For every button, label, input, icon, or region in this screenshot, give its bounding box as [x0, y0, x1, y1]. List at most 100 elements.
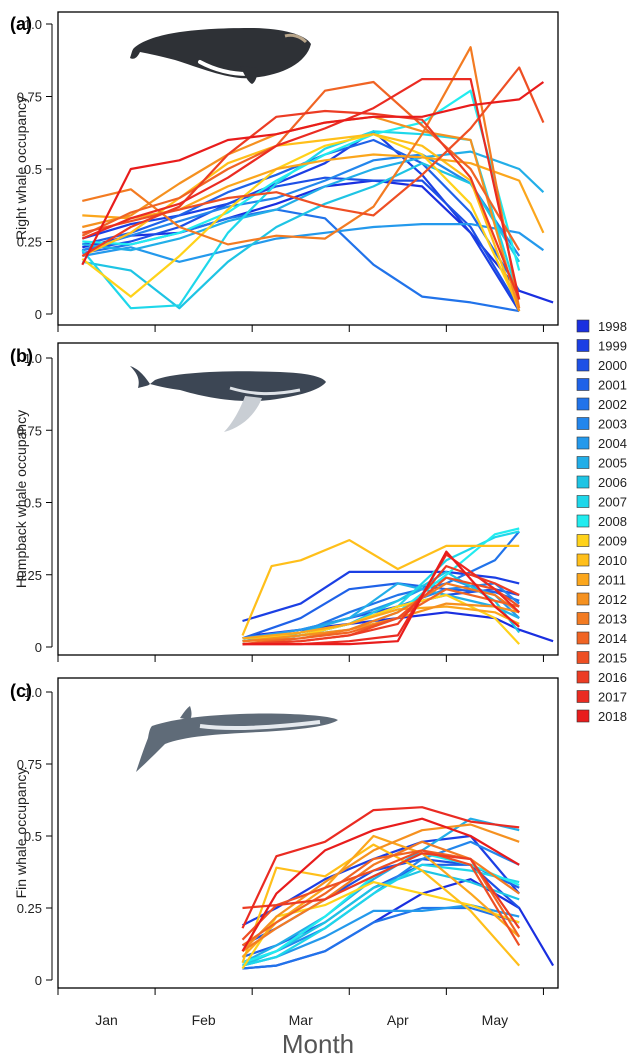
legend-label-2004: 2004: [598, 436, 627, 451]
series-lines: [241, 806, 555, 970]
legend-swatch-2002: [576, 397, 590, 411]
x-axis: [57, 654, 544, 662]
y-axis: 0 0.25 0.5 0.75 1.0: [17, 685, 53, 988]
series-line-2018: [241, 817, 520, 952]
legend-swatch-2012: [576, 592, 590, 606]
y-tick-label: 1.0: [24, 17, 42, 32]
y-tick-label: 0.75: [17, 757, 42, 772]
legend-label-2008: 2008: [598, 514, 627, 529]
series-line-2016: [242, 852, 521, 929]
y-axis-label: Right whale occupancy: [13, 96, 29, 240]
legend-swatch-2016: [576, 670, 590, 684]
y-tick-label: 1.0: [24, 685, 42, 700]
series-line-2003: [81, 153, 521, 257]
legend-swatch-1999: [576, 339, 590, 352]
legend-label-2010: 2010: [598, 553, 627, 568]
y-axis: 0 0.25 0.5 0.75 1.0: [17, 17, 53, 322]
legend-label-2009: 2009: [598, 534, 627, 549]
legend-swatch-2009: [576, 534, 590, 547]
panel-label: (a): [10, 14, 32, 34]
legend-swatch-2014: [576, 631, 590, 645]
y-tick-label: 0: [35, 307, 42, 322]
series-line-1998: [82, 179, 554, 304]
legend-swatch-2017: [576, 690, 590, 703]
y-tick-label: 0.5: [24, 829, 42, 844]
y-axis-label: Fin whale occupancy: [13, 768, 29, 899]
legend-label-2011: 2011: [598, 573, 626, 588]
series-line-2007: [242, 863, 520, 967]
legend-label-2002: 2002: [598, 397, 627, 412]
legend-label-2003: 2003: [598, 417, 627, 432]
legend-label-1999: 1999: [598, 339, 627, 354]
legend-label-2017: 2017: [598, 690, 627, 705]
series-line-2010: [241, 843, 521, 967]
humpback-whale-icon: [130, 366, 326, 432]
legend-label-2000: 2000: [598, 358, 627, 373]
series-line-2018: [81, 81, 545, 266]
x-axis: Jan Feb Mar Apr May: [57, 987, 544, 1028]
x-tick-label: Jan: [95, 1012, 118, 1028]
legend-swatch-2003: [576, 417, 590, 430]
y-tick-label: 0.5: [24, 496, 42, 511]
legend-label-2005: 2005: [598, 456, 627, 471]
series-line-2017: [81, 77, 521, 300]
series-lines: [81, 46, 554, 313]
legend-label-2013: 2013: [598, 612, 627, 627]
legend-label-2015: 2015: [598, 651, 627, 666]
panel-label: (b): [10, 346, 33, 366]
x-tick-label: Mar: [289, 1012, 313, 1028]
y-tick-label: 0.25: [17, 901, 42, 916]
x-tick-label: May: [482, 1012, 508, 1028]
legend-label-2001: 2001: [598, 378, 627, 393]
series-line-2002: [242, 906, 520, 970]
x-axis-label: Month: [282, 1029, 354, 1059]
series-line-2009: [81, 133, 521, 309]
series-line-2000: [82, 176, 521, 309]
y-tick-label: 0: [35, 973, 42, 988]
series-line-2011: [242, 605, 520, 640]
y-axis: 0 0.25 0.5 0.75 1.0: [17, 351, 53, 655]
series-line-1999: [242, 570, 520, 623]
legend-label-2007: 2007: [598, 495, 627, 510]
series-line-2007: [81, 130, 521, 310]
series-lines: [241, 527, 554, 646]
legend-swatch-2005: [576, 456, 590, 469]
y-tick-label: 0.5: [24, 162, 42, 177]
x-axis: [57, 324, 544, 332]
panel-label: (c): [10, 681, 32, 701]
legend-swatch-2015: [576, 651, 590, 664]
legend-label-2012: 2012: [598, 592, 627, 607]
legend-swatch-2008: [576, 514, 590, 528]
legend: 1998 1999 2000 2001 2002 2003 2004 2005 2006 2007…: [576, 319, 627, 724]
y-tick-label: 0.25: [17, 568, 42, 583]
series-line-2009: [241, 880, 520, 970]
right-whale-icon: [130, 28, 311, 84]
legend-label-2014: 2014: [598, 631, 627, 646]
legend-swatch-2001: [576, 378, 590, 391]
series-line-2010: [241, 538, 520, 636]
y-tick-label: 0.25: [17, 235, 42, 250]
legend-swatch-1998: [576, 319, 590, 333]
legend-swatch-2010: [576, 553, 590, 567]
legend-label-1998: 1998: [598, 319, 627, 334]
legend-swatch-2000: [576, 358, 590, 372]
series-line-2006: [82, 162, 521, 310]
series-line-2013: [82, 46, 521, 309]
series-line-2018: [242, 550, 520, 646]
panel-c: (c) Fin whale occupancy 00.250.50.751.0 …: [10, 677, 559, 1028]
fin-whale-icon: [136, 706, 338, 772]
y-tick-label: 0: [35, 640, 42, 655]
series-line-2008: [82, 89, 521, 271]
x-tick-label: Feb: [192, 1012, 216, 1028]
y-tick-label: 0.75: [17, 90, 42, 105]
panel-b: (b) Humpback whale occupancy 0 0.25 0.5 0.7…: [10, 342, 559, 662]
series-line-2012: [241, 823, 520, 952]
y-tick-label: 1.0: [24, 351, 42, 366]
y-axis-label: Humpback whale occupancy: [13, 410, 29, 588]
legend-label-2006: 2006: [598, 475, 627, 490]
series-line-2005: [241, 817, 520, 964]
legend-swatch-2018: [576, 709, 590, 723]
legend-swatch-2011: [576, 573, 590, 586]
x-tick-label: Apr: [387, 1012, 409, 1028]
panel-a: (a) Right whale occupancy 0 0.25 0.5 0.75 1.…: [10, 11, 559, 332]
